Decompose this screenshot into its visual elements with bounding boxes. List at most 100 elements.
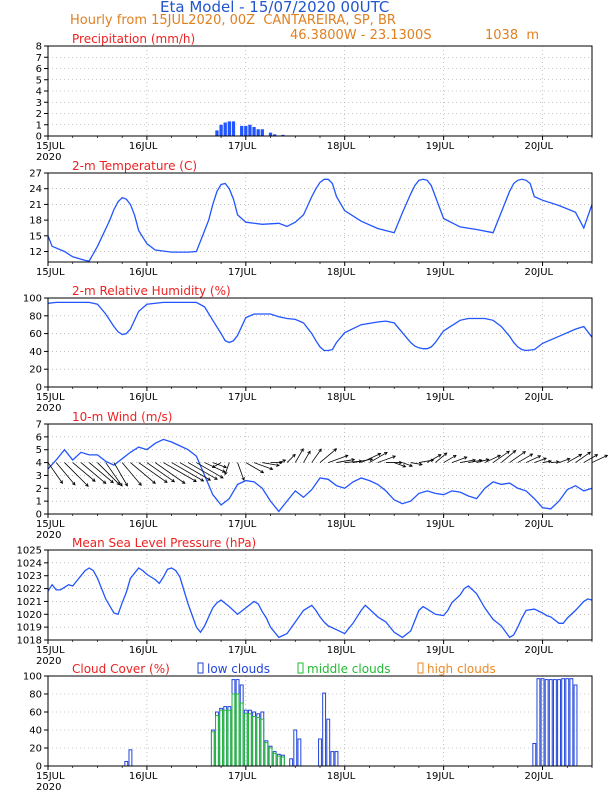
- x-tick-label: 19JUL: [426, 141, 455, 152]
- cloud-bar-middle: [247, 713, 252, 767]
- wind-arrow-head: [578, 453, 583, 458]
- y-tick-label: 5: [36, 75, 42, 86]
- cloud-bar-low: [289, 758, 294, 767]
- cloud-bar-low: [293, 729, 298, 767]
- y-tick-label: 1022: [17, 584, 42, 595]
- y-tick-label: 21: [29, 200, 42, 211]
- cloud-bar-low: [561, 678, 566, 767]
- wind-arrow: [47, 462, 63, 484]
- precip-bar: [252, 127, 256, 136]
- cloud-bar-middle: [276, 755, 281, 767]
- wind-arrow-head: [594, 454, 599, 458]
- wind-arrow: [361, 453, 381, 463]
- y-tick-label: 1: [36, 120, 42, 131]
- wind-arrow-head: [318, 448, 322, 453]
- wind-arrow-head: [163, 479, 168, 483]
- cloud-bar-low: [334, 751, 339, 767]
- panel-2: 12 15 18 21 24 27 15JUL 16JUL 17JUL 18JUL 19JUL 20J…: [29, 159, 593, 278]
- wind-arrow-head: [138, 482, 142, 486]
- station-coordinates: 46.3800W - 23.1300S: [290, 28, 432, 43]
- wind-arrow: [426, 454, 442, 463]
- wind-arrow: [294, 448, 304, 463]
- wind-arrow: [550, 461, 559, 463]
- wind-arrow-head: [110, 479, 114, 484]
- wind-arrow-head: [566, 457, 571, 462]
- cloud-bar-middle: [268, 747, 273, 767]
- y-tick-label: 8: [36, 42, 42, 53]
- series-line: [47, 301, 593, 352]
- wind-arrow: [224, 462, 230, 475]
- y-tick-label: 0: [36, 762, 42, 773]
- y-tick-label: 4: [36, 458, 42, 469]
- y-tick-label: 1024: [17, 558, 42, 569]
- y-tick-label: 20: [29, 365, 42, 376]
- wind-arrow: [105, 462, 123, 487]
- precip-bar: [223, 122, 227, 136]
- wind-arrow: [245, 462, 264, 474]
- wind-arrow: [352, 458, 373, 463]
- x-tick-label: 16JUL: [129, 771, 158, 782]
- series-line: [47, 567, 593, 639]
- wind-arrow: [179, 462, 211, 481]
- wind-arrow-head: [351, 458, 356, 462]
- wind-arrow: [509, 451, 526, 463]
- x-tick-label: 19JUL: [426, 519, 455, 530]
- y-tick-label: 15: [29, 231, 42, 242]
- wind-arrow-head: [276, 463, 280, 467]
- wind-arrow: [328, 455, 348, 463]
- precip-bar: [256, 129, 260, 136]
- wind-arrow-head: [214, 476, 218, 480]
- y-tick-label: 2: [36, 109, 42, 120]
- wind-arrow: [121, 462, 142, 486]
- x-tick-label: 17JUL: [228, 141, 257, 152]
- year-label: 2020: [36, 152, 61, 163]
- precip-bar: [227, 121, 231, 136]
- year-label: 2020: [36, 403, 61, 414]
- x-tick-label: 15JUL: [36, 392, 65, 403]
- wind-arrow: [97, 462, 120, 485]
- panel-title: Precipitation (mm/h): [72, 32, 195, 46]
- wind-arrow: [64, 462, 89, 487]
- y-tick-label: 12: [29, 247, 42, 258]
- x-tick-label: 16JUL: [129, 645, 158, 656]
- wind-arrow-head: [223, 464, 228, 469]
- wind-arrow-head: [399, 460, 403, 465]
- wind-arrow-head: [556, 460, 560, 464]
- wind-arrow: [460, 459, 476, 463]
- station-elevation: 1038 m: [485, 28, 540, 43]
- panel-title: 2-m Temperature (C): [72, 159, 197, 173]
- legend-label-middle: middle clouds: [307, 662, 391, 676]
- y-tick-label: 1023: [17, 571, 42, 582]
- cloud-bar-low: [544, 679, 549, 767]
- wind-arrow: [492, 450, 510, 463]
- y-tick-label: 6: [36, 432, 42, 443]
- wind-arrow-head: [119, 482, 123, 487]
- wind-arrow-head: [472, 458, 477, 463]
- cloud-bar-middle: [264, 742, 269, 767]
- wind-arrow-head: [59, 480, 63, 484]
- precip-bar: [244, 125, 248, 136]
- cloud-bar-middle: [235, 693, 240, 767]
- wind-arrow: [542, 460, 552, 463]
- cloud-bar-middle: [219, 709, 224, 767]
- y-tick-label: 1021: [17, 597, 42, 608]
- y-tick-label: 1018: [17, 636, 42, 647]
- cloud-bar-low: [124, 761, 129, 767]
- chart-title: Eta Model - 15/07/2020 00UTC: [160, 0, 390, 16]
- cloud-bar-middle: [256, 716, 261, 767]
- wind-arrow-head: [392, 455, 397, 459]
- panel-frame: [47, 172, 593, 263]
- panel-4: 0 1 2 3 4 5 67 15JUL 16JUL 17JUL 18JUL 19JUL 20JUL 20…: [36, 410, 609, 541]
- wind-arrow: [278, 459, 286, 463]
- wind-arrow-head: [485, 458, 490, 462]
- precip-bar: [281, 134, 285, 136]
- wind-arrow-head: [452, 455, 457, 459]
- cloud-bar-low: [548, 679, 553, 767]
- wind-arrow: [583, 454, 598, 463]
- cloud-bar-low: [536, 678, 541, 767]
- wind-arrow-head: [522, 451, 526, 455]
- y-tick-label: 3: [36, 471, 42, 482]
- wind-arrow-head: [152, 480, 156, 484]
- cloud-bar-middle: [215, 715, 219, 767]
